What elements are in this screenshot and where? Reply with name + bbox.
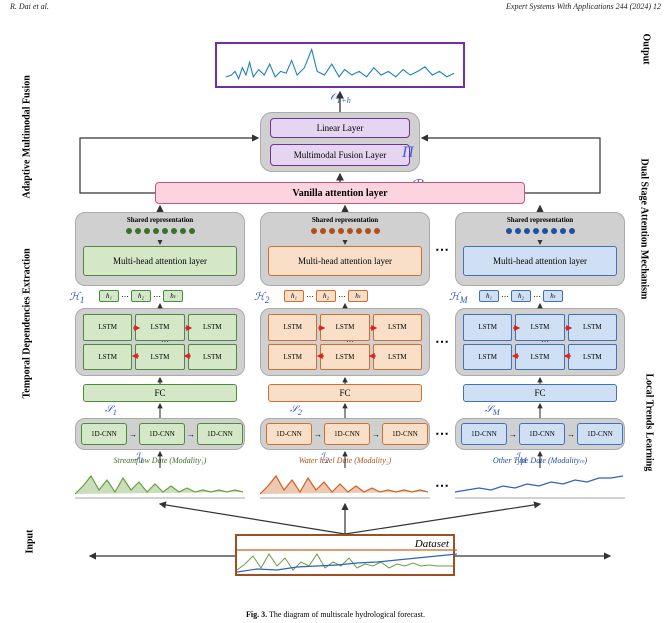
lbl-input: Input xyxy=(25,474,36,554)
caption: Fig. 3. The diagram of multiscale hydrol… xyxy=(0,610,671,619)
lbl-local: Local Trends Learning xyxy=(644,374,655,474)
lbl-dual: Dual Stage Attention Mechanism xyxy=(639,159,650,309)
ellipsis-wave: ⋯ xyxy=(435,478,449,495)
ellipsis-cnn: ⋯ xyxy=(435,426,449,443)
header-right: Expert Systems With Applications 244 (20… xyxy=(506,2,661,11)
ellipsis-attn: ⋯ xyxy=(435,242,449,259)
colarrows-1 xyxy=(75,18,245,578)
dataset-label: Dataset xyxy=(415,538,449,550)
header-left: R. Dai et al. xyxy=(10,2,49,11)
lbl-output: Output xyxy=(641,34,652,94)
colarrows-2 xyxy=(260,18,430,578)
dataset-box: Dataset xyxy=(235,534,455,576)
ellipsis-lstm: ⋯ xyxy=(435,334,449,351)
lbl-temporal: Temporal Dependencies Extraction xyxy=(22,249,33,399)
lbl-fusion: Adaptive Multimodal Fusion xyxy=(22,69,33,199)
diagram: Input Local Trends Learning Temporal Dep… xyxy=(10,18,661,603)
colarrows-M xyxy=(455,18,625,578)
